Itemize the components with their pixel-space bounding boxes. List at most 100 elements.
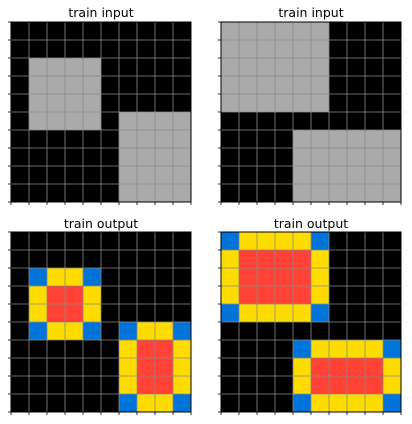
grid-cell — [239, 394, 257, 412]
grid-cell — [83, 268, 101, 286]
grid-cell — [11, 130, 29, 148]
grid-cell — [293, 250, 311, 268]
grid-cell — [329, 148, 347, 166]
grid-cell — [29, 94, 47, 112]
grid-cell — [329, 304, 347, 322]
grid-cell — [155, 268, 173, 286]
grid-cell — [119, 112, 137, 130]
grid-cell — [221, 268, 239, 286]
grid-cell — [383, 166, 401, 184]
grid-cell — [119, 340, 137, 358]
grid-cell — [65, 358, 83, 376]
grid-cell — [137, 322, 155, 340]
grid-cell — [119, 22, 137, 40]
grid-cell — [383, 94, 401, 112]
grid-cell — [275, 166, 293, 184]
grid-cell — [383, 184, 401, 202]
grid-cell — [257, 394, 275, 412]
grid-cell — [221, 322, 239, 340]
grid-cell — [311, 250, 329, 268]
grid-cell — [101, 130, 119, 148]
grid-cell — [137, 286, 155, 304]
grid-cell — [383, 340, 401, 358]
grid-cell — [311, 40, 329, 58]
grid-cell — [347, 250, 365, 268]
grid-cell — [383, 76, 401, 94]
grid-cell — [101, 250, 119, 268]
grid-cell — [65, 130, 83, 148]
grid-cell — [239, 94, 257, 112]
grid-cell — [329, 322, 347, 340]
grid-cell — [155, 322, 173, 340]
grid-cell — [11, 148, 29, 166]
grid-cell — [257, 304, 275, 322]
grid-cell — [65, 376, 83, 394]
grid-cell — [383, 358, 401, 376]
grid-cell — [311, 166, 329, 184]
grid-cell — [347, 148, 365, 166]
grid-cell — [257, 40, 275, 58]
grid-cell — [101, 304, 119, 322]
grid-cell — [137, 394, 155, 412]
grid-cell — [329, 22, 347, 40]
grid-cell — [101, 232, 119, 250]
grid-cell — [221, 148, 239, 166]
grid-cell — [239, 40, 257, 58]
grid-cell — [293, 40, 311, 58]
grid-cell — [365, 286, 383, 304]
grid-cell — [101, 286, 119, 304]
grid-cell — [47, 148, 65, 166]
grid-cell — [101, 148, 119, 166]
grid-cell — [65, 58, 83, 76]
grid-cell — [221, 184, 239, 202]
grid-cell — [365, 22, 383, 40]
grid-cell — [155, 340, 173, 358]
grid-cell — [11, 376, 29, 394]
grid-cell — [83, 112, 101, 130]
grid-cell — [173, 58, 191, 76]
grid-cell — [47, 286, 65, 304]
grid-cell — [65, 286, 83, 304]
grid-cell — [83, 286, 101, 304]
grid-cell — [239, 76, 257, 94]
grid-cell — [293, 358, 311, 376]
grid-cell — [65, 394, 83, 412]
grid-cell — [293, 304, 311, 322]
grid-cell — [329, 130, 347, 148]
grid-cell — [239, 286, 257, 304]
grid-cell — [239, 22, 257, 40]
grid-cell — [11, 358, 29, 376]
grid-cell — [275, 376, 293, 394]
grid-cell — [65, 232, 83, 250]
grid-cell — [29, 268, 47, 286]
grid-cell — [329, 340, 347, 358]
grid-cell — [275, 148, 293, 166]
grid-cell — [311, 148, 329, 166]
grid-cell — [221, 76, 239, 94]
grid-cell — [275, 358, 293, 376]
grid-cell — [29, 22, 47, 40]
grid-cell — [311, 322, 329, 340]
grid-cell — [83, 58, 101, 76]
grid-cell — [311, 58, 329, 76]
grid-cell — [29, 112, 47, 130]
grid-cell — [257, 166, 275, 184]
grid-cell — [365, 130, 383, 148]
grid-cell — [173, 76, 191, 94]
grid-cell — [173, 268, 191, 286]
grid-cell — [83, 322, 101, 340]
grid-cell — [347, 340, 365, 358]
grid-cell — [119, 286, 137, 304]
grid-cell — [11, 22, 29, 40]
grid-cell — [257, 184, 275, 202]
grid-cell — [83, 304, 101, 322]
grid-cell — [65, 148, 83, 166]
grid-cell — [365, 76, 383, 94]
grid-cell — [329, 112, 347, 130]
grid-cell — [83, 358, 101, 376]
grid-cell — [155, 232, 173, 250]
grid-cell — [119, 250, 137, 268]
grid-cell — [239, 130, 257, 148]
grid-cell — [155, 40, 173, 58]
grid-cell — [83, 232, 101, 250]
